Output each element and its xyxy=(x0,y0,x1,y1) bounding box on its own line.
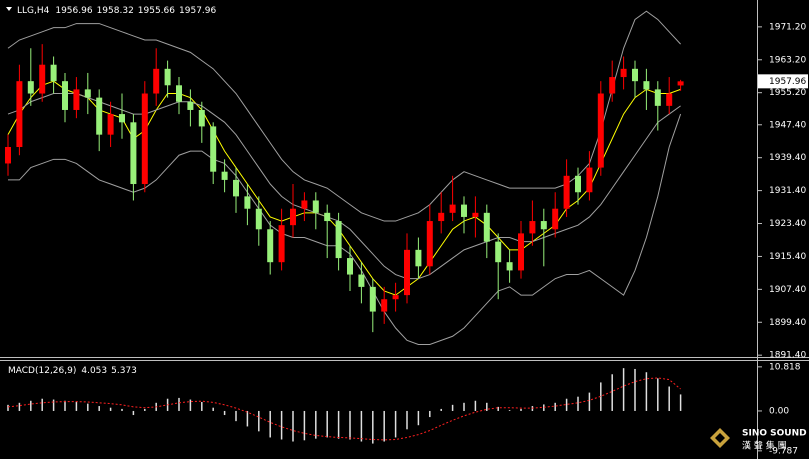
candle-body xyxy=(369,286,376,312)
y-tick-label: 1891.40 xyxy=(769,351,806,361)
y-tick-label: 1963.20 xyxy=(769,55,806,65)
logo-text-zh: 漢 聲 集 團 xyxy=(742,440,787,452)
candle-body xyxy=(597,93,604,168)
macd-value: 4.053 xyxy=(81,366,107,376)
candle-body xyxy=(483,212,490,242)
candle-body xyxy=(301,200,308,209)
candle-body xyxy=(381,299,388,312)
candle-body xyxy=(461,204,467,217)
y-tick-label: 1971.20 xyxy=(769,22,806,32)
close-value: 1957.96 xyxy=(179,6,216,16)
y-tick-label: 1923.40 xyxy=(769,219,806,229)
indicator-line xyxy=(7,93,681,280)
candle-body xyxy=(472,212,479,217)
candle-body xyxy=(233,179,239,197)
last-price-label: 1957.96 xyxy=(769,77,806,87)
y-tick-label: 10.818 xyxy=(769,362,801,372)
logo-text: SINO SOUND xyxy=(742,429,807,439)
last-price-tag xyxy=(758,74,808,89)
candle-body xyxy=(244,196,251,209)
open-value: 1956.96 xyxy=(55,6,92,16)
symbol: LLG,H4 xyxy=(17,6,50,16)
indicator-line xyxy=(8,113,682,345)
y-tick-label: 1939.40 xyxy=(769,153,806,163)
candle-body xyxy=(495,241,502,263)
logo: SINO SOUND 漢 聲 集 團 xyxy=(710,428,807,452)
high-value: 1958.32 xyxy=(97,6,134,16)
candle-body xyxy=(96,97,103,135)
y-tick-label: -9.787 xyxy=(769,446,798,456)
candle-body xyxy=(552,208,559,230)
candle-body xyxy=(666,93,673,106)
candle-body xyxy=(620,68,627,78)
candle-body xyxy=(141,93,148,185)
signal-line xyxy=(7,377,681,441)
candle-body xyxy=(540,221,547,230)
candle-body xyxy=(210,126,217,172)
candle-body xyxy=(73,89,80,110)
macd-header: MACD(12,26,9) 4.053 5.373 xyxy=(8,366,137,376)
candle-body xyxy=(187,101,194,110)
candle-body xyxy=(84,89,91,98)
candle-body xyxy=(5,146,11,164)
y-tick-label: 1947.40 xyxy=(769,120,806,130)
candle-body xyxy=(130,122,137,185)
candle-body xyxy=(586,167,593,193)
candle-body xyxy=(506,262,513,271)
candle-body xyxy=(107,114,114,135)
candle-body xyxy=(119,114,125,123)
candle-body xyxy=(415,249,422,267)
candle-body xyxy=(324,212,331,222)
low-value: 1955.66 xyxy=(138,6,175,16)
candle-body xyxy=(404,249,410,296)
candle-body xyxy=(312,200,319,213)
candle-body xyxy=(290,208,296,226)
candle-body xyxy=(267,229,274,263)
candle-body xyxy=(575,175,581,193)
candle-body xyxy=(27,81,34,94)
candle-body xyxy=(449,204,456,213)
candle-body xyxy=(198,109,205,127)
candle-body xyxy=(654,89,661,106)
candle-body xyxy=(632,68,638,82)
candle-body xyxy=(609,77,616,94)
y-tick-label: 1955.20 xyxy=(769,88,806,98)
candle-body xyxy=(278,225,285,263)
candle-body xyxy=(563,175,570,209)
y-tick-label: 0.00 xyxy=(769,406,789,416)
macd-label: MACD(12,26,9) xyxy=(8,366,76,376)
candle-body xyxy=(62,81,68,110)
candle-body xyxy=(438,212,445,222)
signal-value: 5.373 xyxy=(111,366,137,376)
y-tick-label: 1915.40 xyxy=(769,252,806,262)
candle-body xyxy=(347,258,353,275)
y-tick-label: 1907.40 xyxy=(769,285,806,295)
y-tick-label: 1931.40 xyxy=(769,186,806,196)
candle-body xyxy=(39,64,46,94)
candle-body xyxy=(426,221,433,267)
candle-body xyxy=(392,295,399,300)
candle-body xyxy=(164,68,171,86)
chart-header: LLG,H4 1956.96 1958.32 1955.66 1957.96 xyxy=(17,6,217,16)
candle-body xyxy=(221,171,228,180)
candle-body xyxy=(176,85,182,102)
logo-icon-inner xyxy=(715,433,725,443)
y-tick-label: 1899.40 xyxy=(769,318,806,328)
candle-body xyxy=(50,64,57,82)
candle-body xyxy=(255,208,262,230)
candle-body xyxy=(358,274,365,287)
candle-body xyxy=(643,81,650,90)
candle-body xyxy=(153,68,160,94)
candle-body xyxy=(529,221,536,234)
candle-body xyxy=(335,221,342,259)
candle-body xyxy=(16,81,23,147)
header-arrow xyxy=(6,7,12,11)
candle-body xyxy=(518,233,524,271)
candle-body xyxy=(677,81,684,86)
